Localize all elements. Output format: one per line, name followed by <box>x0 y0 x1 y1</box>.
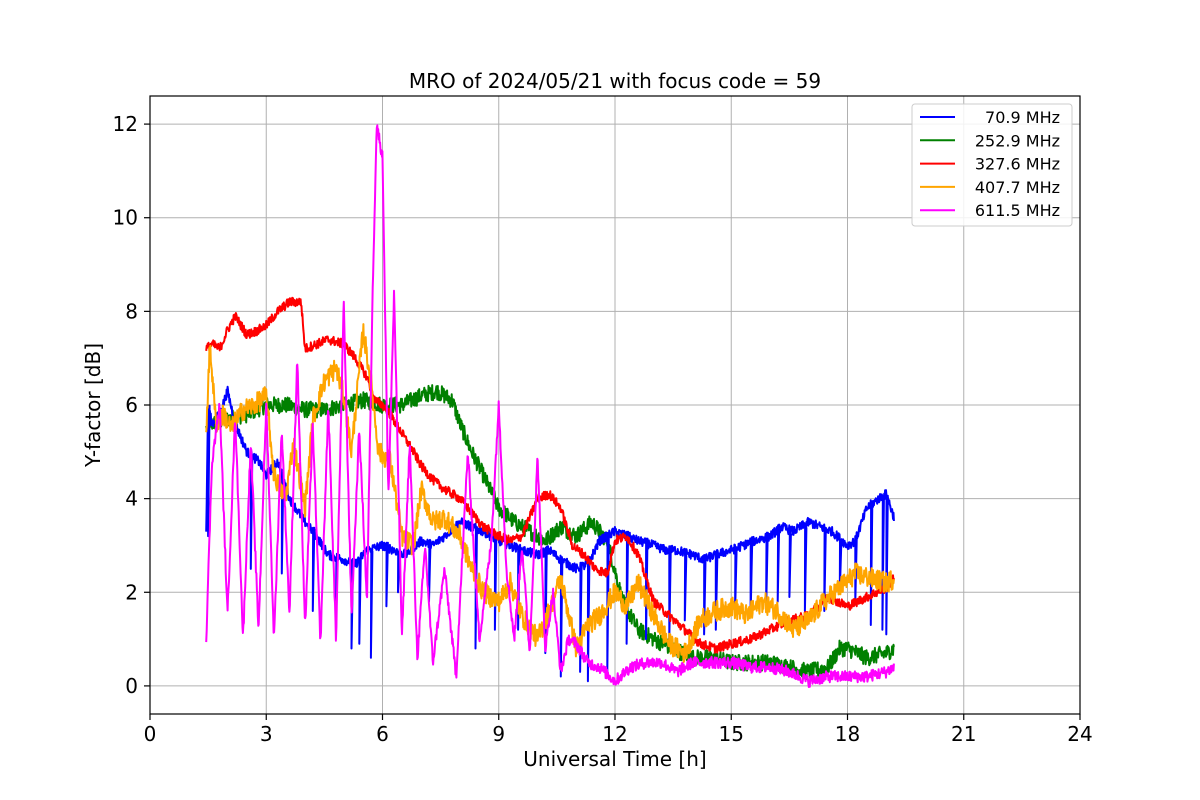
chart-title: MRO of 2024/05/21 with focus code = 59 <box>409 69 821 93</box>
y-tick-label-2: 4 <box>125 487 138 511</box>
legend-label-3: 407.7 MHz <box>975 178 1060 197</box>
x-tick-label-1: 3 <box>260 722 273 746</box>
x-tick-label-7: 21 <box>951 722 976 746</box>
legend-label-1: 252.9 MHz <box>975 131 1060 150</box>
y-tick-label-6: 12 <box>113 112 138 136</box>
legend-label-0: 70.9 MHz <box>985 108 1060 127</box>
series-line-2 <box>205 296 895 654</box>
legend-label-4: 611.5 MHz <box>975 201 1060 220</box>
x-tick-label-0: 0 <box>144 722 157 746</box>
x-tick-label-2: 6 <box>376 722 389 746</box>
y-tick-label-3: 6 <box>125 393 138 417</box>
y-tick-label-0: 0 <box>125 674 138 698</box>
legend-label-2: 327.6 MHz <box>975 155 1060 174</box>
y-tick-label-4: 8 <box>125 299 138 323</box>
legend-box <box>911 103 1073 227</box>
x-tick-label-3: 9 <box>492 722 505 746</box>
x-tick-label-8: 24 <box>1067 722 1092 746</box>
y-axis-label: Y-factor [dB] <box>81 343 105 468</box>
y-tick-label-1: 2 <box>125 580 138 604</box>
plot-area <box>205 124 895 688</box>
x-tick-label-5: 15 <box>719 722 744 746</box>
series-line-4 <box>205 124 895 688</box>
x-tick-label-4: 12 <box>602 722 627 746</box>
legend: 70.9 MHz 252.9 MHz 327.6 MHz 407.7 MHz 611.5… <box>911 103 1073 227</box>
y-tick-label-5: 10 <box>113 206 138 230</box>
x-tick-label-6: 18 <box>835 722 860 746</box>
x-axis-label: Universal Time [h] <box>523 747 706 771</box>
